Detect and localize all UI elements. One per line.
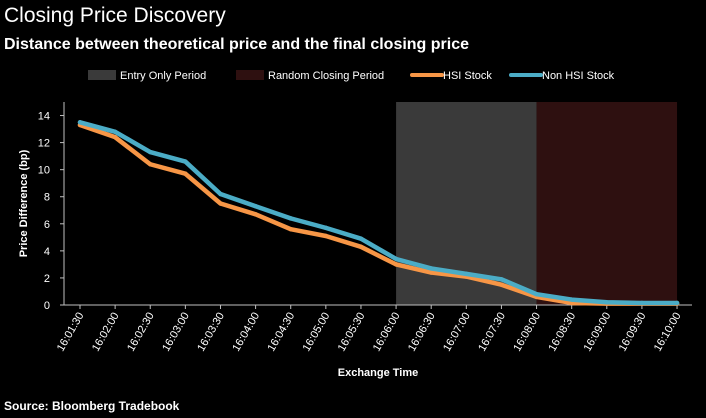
- hsi-stock-line: [77, 122, 680, 306]
- non-hsi-stock-point: [288, 216, 293, 221]
- y-tick-label: 8: [44, 192, 50, 204]
- y-tick-label: 12: [38, 138, 50, 150]
- hsi-stock-point: [253, 212, 258, 217]
- non-hsi-stock-point: [323, 225, 329, 231]
- x-tick-label: 16:07:30: [476, 311, 508, 354]
- hsi-stock-point: [429, 270, 434, 275]
- non-hsi-stock-point: [218, 191, 223, 197]
- y-tick-label: 14: [38, 111, 50, 123]
- non-hsi-stock-point: [358, 236, 364, 241]
- source-note: Source: Bloomberg Tradebook: [4, 399, 180, 413]
- non-hsi-stock-point: [393, 256, 399, 262]
- x-tick-label: 16:09:30: [617, 311, 649, 354]
- x-tick-label: 16:04:00: [230, 311, 262, 354]
- x-tick-label: 16:08:00: [511, 311, 543, 354]
- hsi-stock-point: [148, 162, 153, 167]
- entry-only-period-legend-label: Entry Only Period: [120, 70, 206, 82]
- hsi-stock-point: [288, 227, 293, 232]
- x-tick-label: 16:05:00: [301, 311, 333, 354]
- x-tick-label: 16:07:00: [441, 311, 473, 354]
- x-tick-label: 16:01:30: [55, 311, 87, 354]
- x-tick-label: 16:06:30: [406, 311, 438, 354]
- random-closing-period-legend-swatch: [236, 70, 264, 80]
- x-tick-label: 16:02:30: [125, 311, 157, 354]
- non-hsi-stock-point: [604, 300, 609, 305]
- non-hsi-stock-legend-label: Non HSI Stock: [542, 70, 615, 82]
- x-tick-label: 16:03:30: [195, 311, 227, 354]
- non-hsi-stock-point: [77, 120, 83, 125]
- y-tick-label: 2: [44, 273, 50, 285]
- non-hsi-stock-point: [499, 277, 504, 282]
- x-tick-label: 16:05:30: [336, 311, 368, 354]
- non-hsi-stock-point: [253, 204, 258, 209]
- hsi-stock-legend-label: HSI Stock: [443, 70, 492, 82]
- non-hsi-stock-point: [464, 271, 469, 277]
- hsi-stock-point: [323, 233, 329, 239]
- x-tick-label: 16:08:30: [546, 311, 578, 354]
- y-axis-label: Price Difference (bp): [18, 149, 30, 257]
- y-tick-label: 10: [38, 165, 50, 177]
- hsi-stock-point: [393, 262, 399, 267]
- x-axis-label: Exchange Time: [338, 367, 419, 379]
- hsi-stock-point: [218, 201, 223, 206]
- non-hsi-stock-point: [429, 266, 434, 271]
- non-hsi-stock-point: [534, 291, 539, 297]
- x-tick-label: 16:06:00: [371, 311, 403, 354]
- random-closing-period-legend-label: Random Closing Period: [268, 70, 384, 82]
- non-hsi-stock-point: [148, 149, 153, 155]
- non-hsi-stock-point: [569, 297, 574, 302]
- x-tick-label: 16:04:30: [266, 311, 298, 354]
- random-closing-period-region: [536, 102, 678, 305]
- y-tick-label: 4: [44, 246, 50, 258]
- non-hsi-stock-point: [674, 300, 680, 306]
- chart-subtitle: Distance between theoretical price and t…: [4, 36, 470, 53]
- y-tick-label: 0: [44, 300, 50, 312]
- hsi-stock-point: [358, 244, 364, 250]
- hsi-stock-point: [183, 171, 188, 176]
- non-hsi-stock-line: [77, 120, 680, 306]
- non-hsi-stock-point: [183, 159, 188, 164]
- hsi-stock-point: [112, 134, 118, 140]
- chart-title: Closing Price Discovery: [4, 4, 226, 27]
- hsi-stock-point: [499, 282, 504, 287]
- non-hsi-stock-point: [639, 300, 645, 306]
- x-tick-label: 16:03:00: [160, 311, 192, 354]
- y-tick-label: 6: [44, 219, 50, 231]
- x-tick-label: 16:02:00: [90, 311, 122, 354]
- entry-only-period-legend-swatch: [88, 70, 116, 80]
- non-hsi-stock-point: [112, 129, 118, 134]
- x-tick-label: 16:10:00: [652, 311, 684, 354]
- x-tick-label: 16:09:00: [582, 311, 614, 354]
